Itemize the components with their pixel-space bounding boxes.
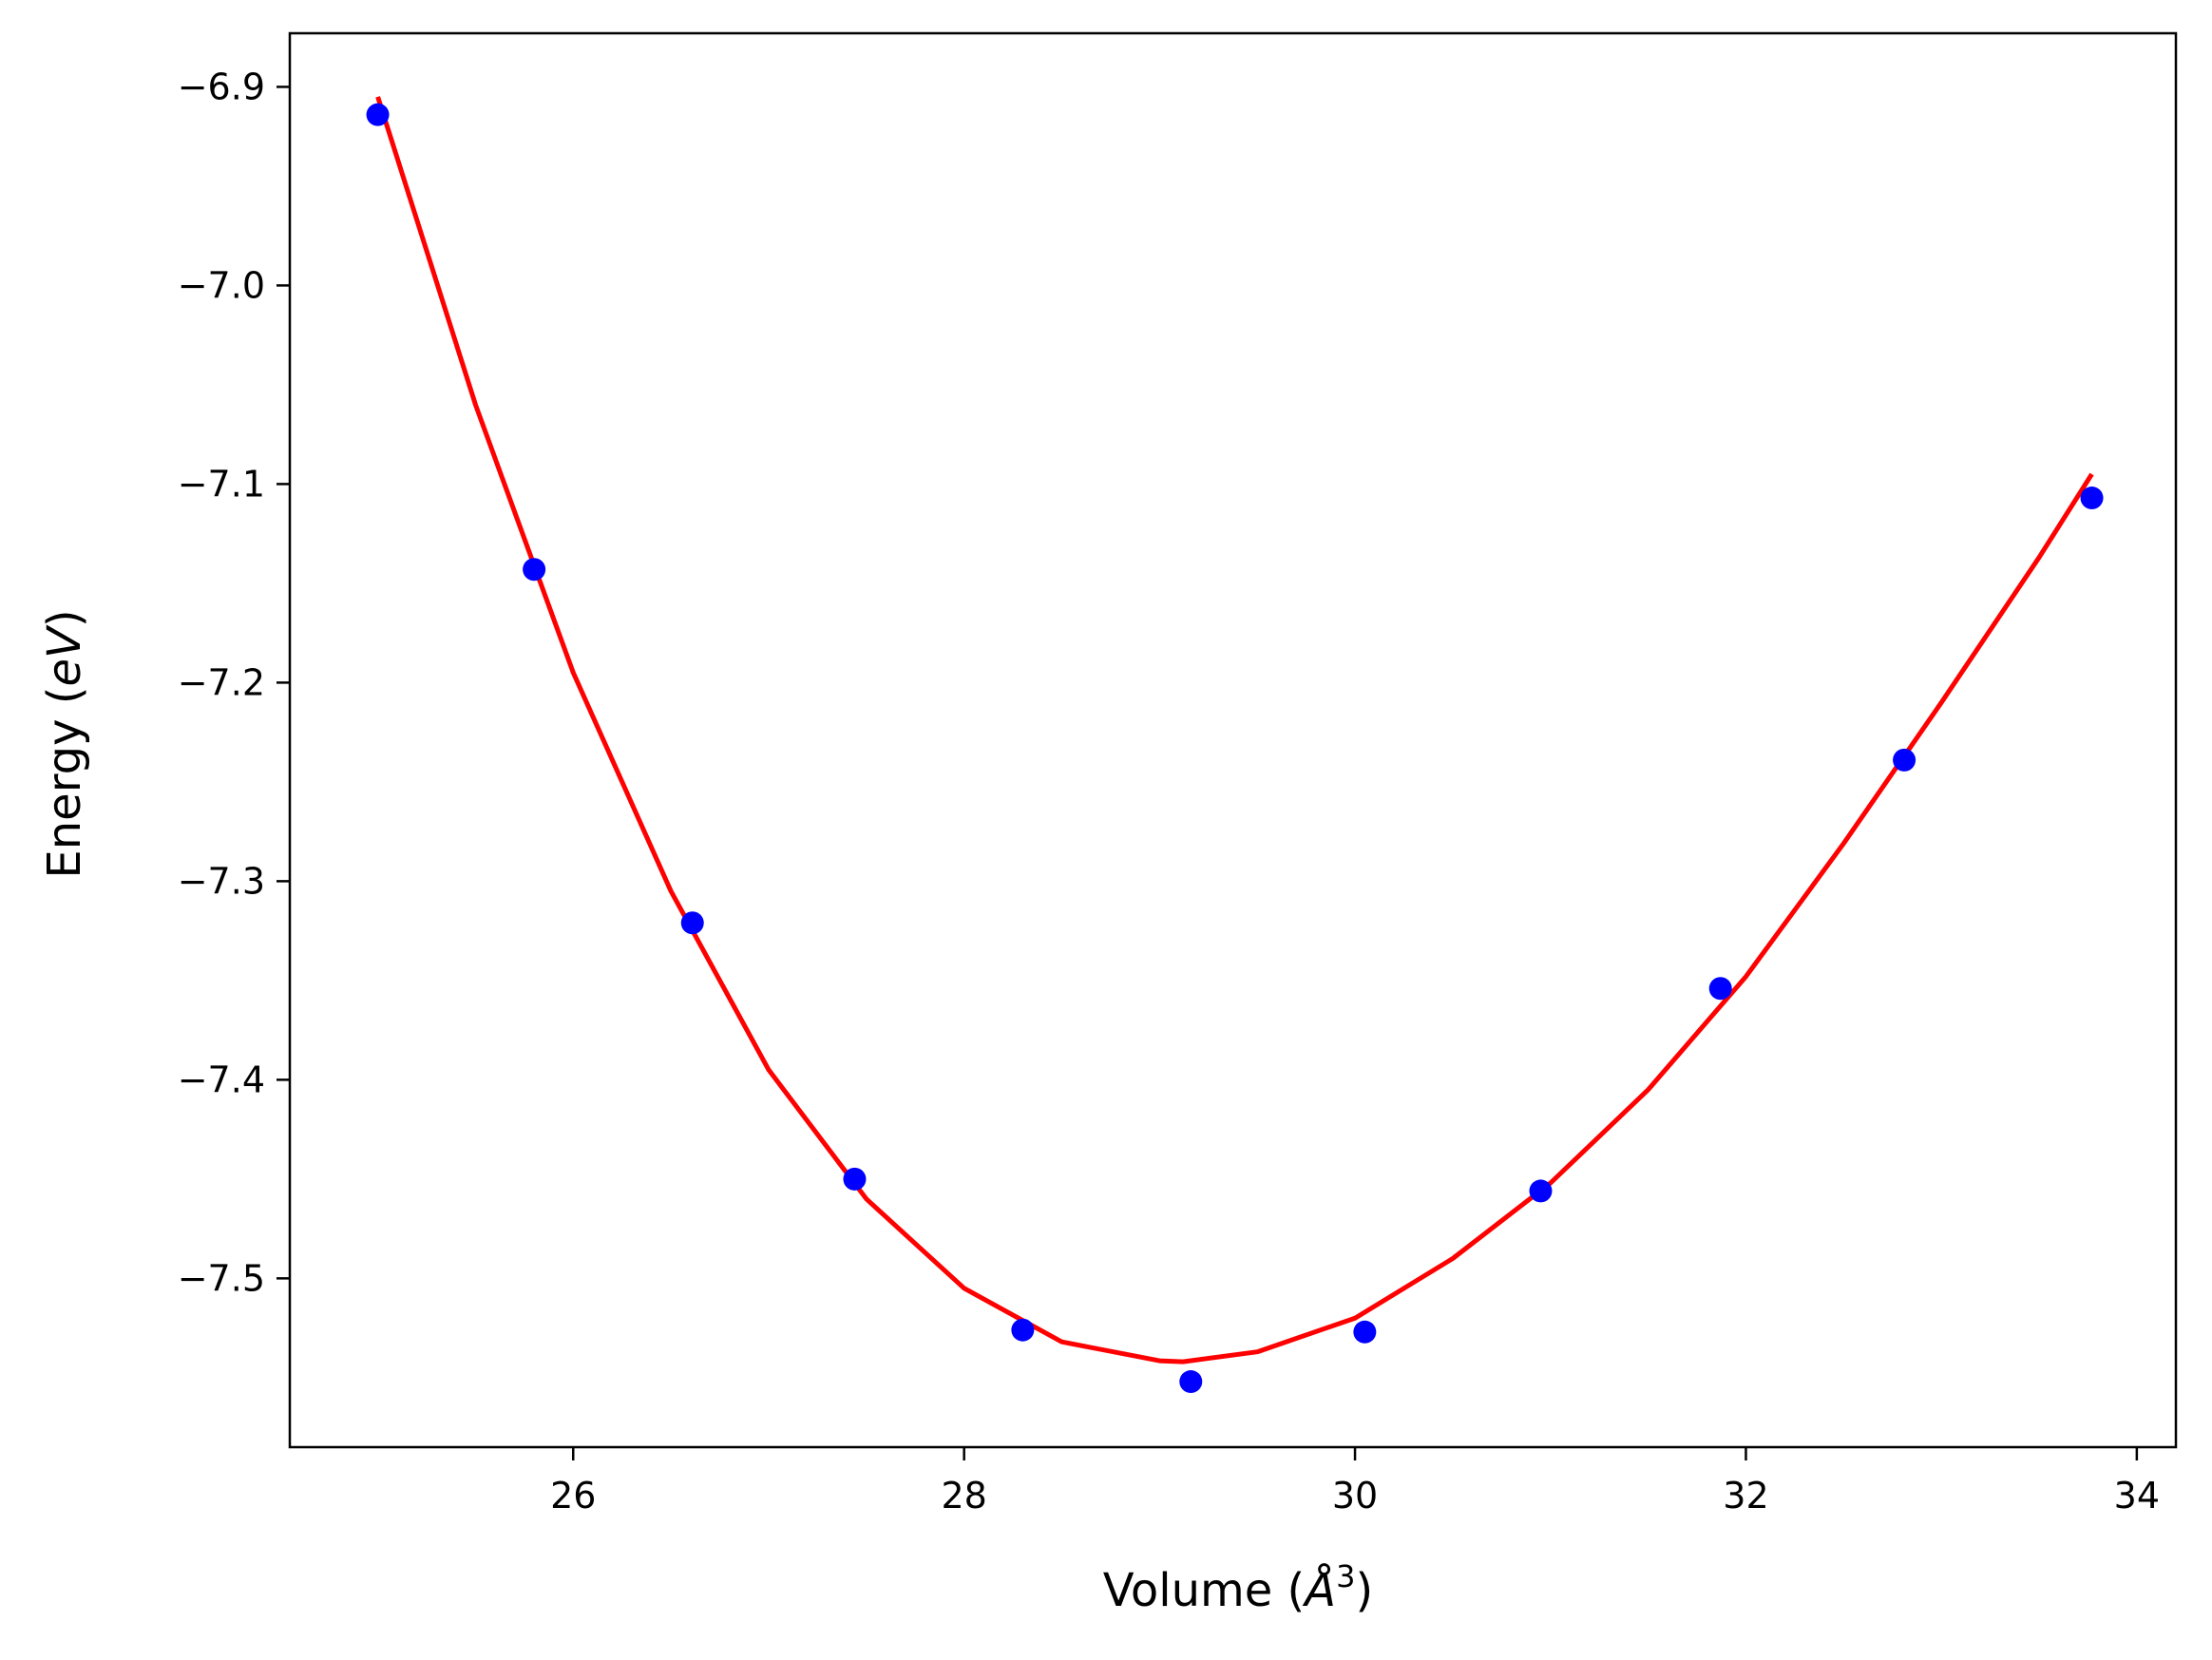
y-tick-label: −7.5 (178, 1257, 265, 1299)
x-tick-label: 26 (550, 1475, 596, 1517)
data-point-5 (1011, 1318, 1035, 1342)
y-tick-label: −7.2 (178, 661, 265, 703)
x-tick-label: 32 (1723, 1475, 1768, 1517)
data-point-7 (1353, 1320, 1377, 1344)
data-points-layer (366, 103, 2104, 1394)
y-tick-label: −7.0 (178, 264, 265, 306)
y-tick-label: −6.9 (178, 66, 265, 107)
y-tick-label: −7.3 (178, 860, 265, 902)
data-point-1 (366, 103, 390, 126)
data-point-11 (2080, 487, 2104, 510)
y-axis-label: Energy (eV) (38, 609, 91, 878)
data-point-10 (1893, 748, 1916, 772)
data-point-4 (843, 1167, 867, 1191)
plot-frame (288, 31, 2178, 1449)
x-tick-label: 30 (1332, 1475, 1378, 1517)
data-point-3 (680, 911, 704, 935)
x-axis: 26 28 30 32 34 (550, 1447, 2160, 1517)
data-point-9 (1708, 977, 1732, 1001)
data-point-8 (1529, 1179, 1553, 1203)
y-tick-label: −7.1 (178, 463, 265, 505)
y-tick-label: −7.4 (178, 1059, 265, 1100)
data-point-6 (1179, 1370, 1203, 1394)
x-tick-label: 28 (941, 1475, 986, 1517)
x-tick-label: 34 (2114, 1475, 2160, 1517)
y-axis: −6.9 −7.0 −7.1 −7.2 −7.3 −7.4 −7.5 (178, 66, 290, 1299)
data-point-2 (523, 558, 546, 582)
x-axis-label: Volume (Å3) (1103, 1558, 1373, 1617)
